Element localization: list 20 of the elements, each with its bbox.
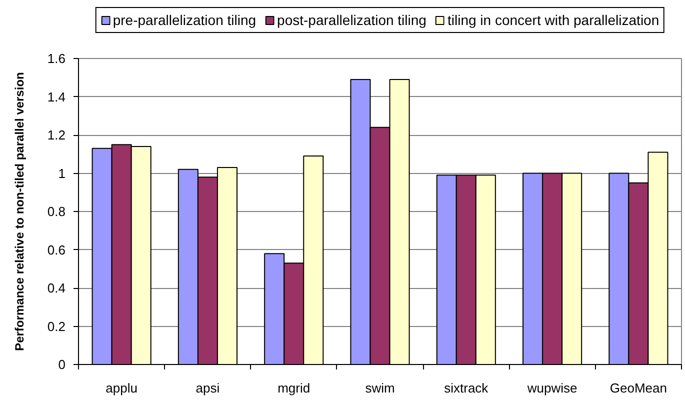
y-tick-label: 0.6 (47, 242, 66, 258)
x-tick-label: GeoMean (610, 380, 667, 396)
y-axis-title: Performance relative to non-tiled parallel version (12, 72, 26, 351)
y-tick-label: 1.2 (47, 128, 66, 142)
x-tick-label: mgrid (278, 380, 310, 396)
x-tick-label: swim (365, 380, 395, 396)
y-tick-label: 0.2 (47, 318, 66, 334)
y-tick-label: 1.4 (47, 89, 66, 104)
x-tick-label: apsi (196, 380, 220, 396)
x-tick-label: applu (106, 380, 138, 396)
y-tick-label: 0 (58, 357, 66, 372)
y-tick-label: 1 (58, 166, 66, 181)
x-tick-label: sixtrack (444, 380, 489, 396)
y-tick-label: 0.4 (47, 280, 66, 296)
y-tick-label: 1.6 (47, 51, 66, 66)
legend-label: pre-parallelization tiling (112, 12, 256, 28)
legend-label: tiling in concert with parallelization (447, 12, 660, 28)
y-tick-label: 0.8 (47, 204, 66, 219)
legend-label: post-parallelization tiling (277, 12, 426, 28)
x-tick-label: wupwise (526, 380, 578, 396)
